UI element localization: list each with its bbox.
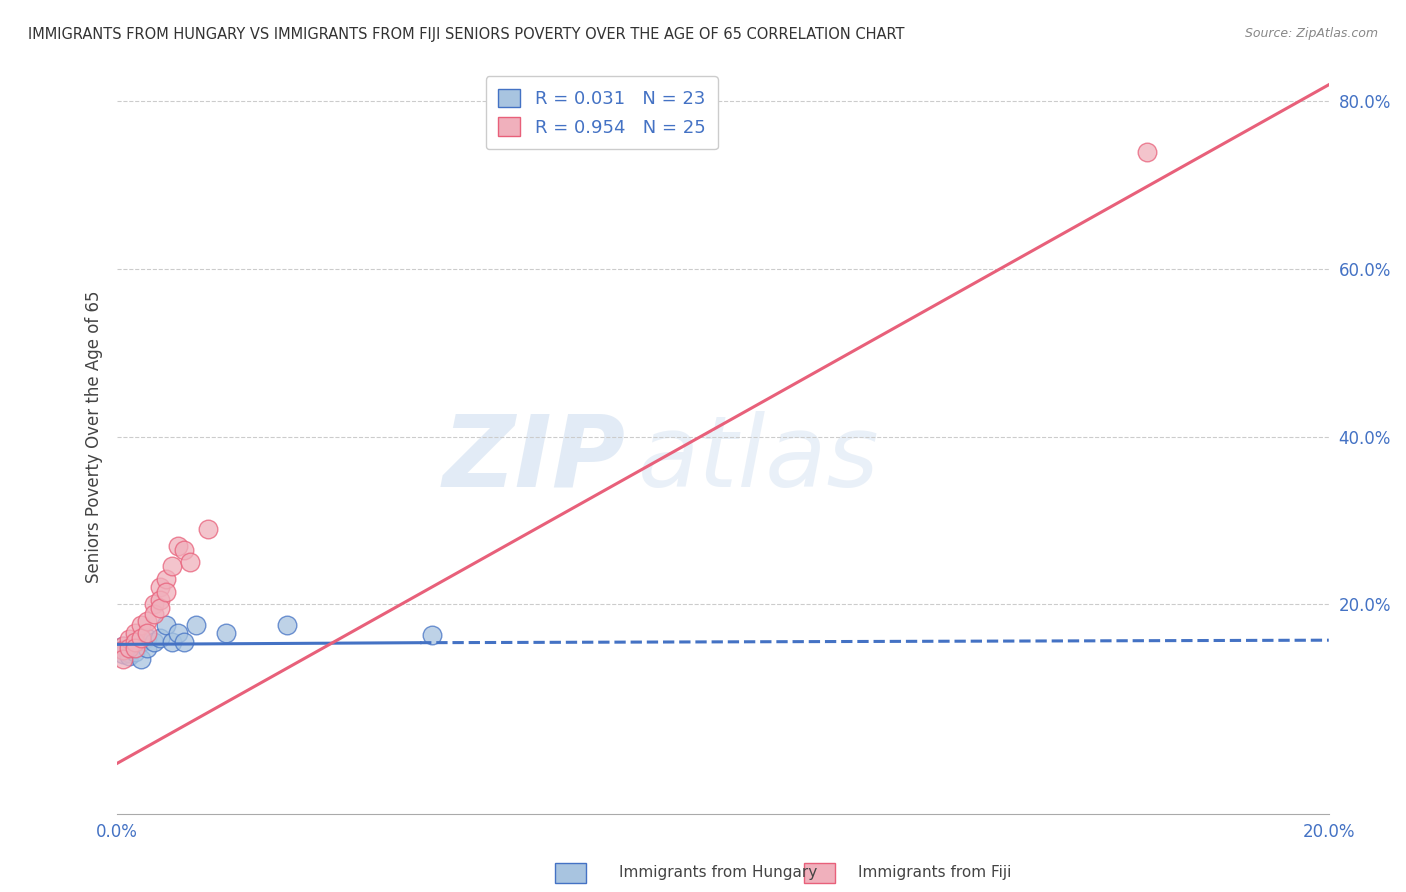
Legend: R = 0.031   N = 23, R = 0.954   N = 25: R = 0.031 N = 23, R = 0.954 N = 25 [485, 76, 718, 149]
Text: atlas: atlas [638, 410, 880, 508]
Point [197, 522, 219, 536]
Point [420, 628, 443, 642]
Point [173, 542, 195, 557]
Point [124, 626, 146, 640]
Point [131, 631, 153, 645]
Point [118, 640, 141, 655]
Point [184, 618, 207, 632]
Point [142, 635, 165, 649]
Text: Source: ZipAtlas.com: Source: ZipAtlas.com [1244, 27, 1378, 40]
Point [155, 572, 177, 586]
Point [136, 631, 159, 645]
Point [112, 643, 135, 657]
Text: IMMIGRANTS FROM HUNGARY VS IMMIGRANTS FROM FIJI SENIORS POVERTY OVER THE AGE OF : IMMIGRANTS FROM HUNGARY VS IMMIGRANTS FR… [28, 27, 904, 42]
Point [112, 639, 135, 653]
Point [149, 601, 172, 615]
Point [276, 618, 298, 632]
Point [160, 559, 183, 574]
Point [124, 640, 146, 655]
Point [142, 597, 165, 611]
Text: Immigrants from Hungary: Immigrants from Hungary [619, 865, 817, 880]
Point [112, 648, 135, 662]
Point [118, 632, 141, 647]
Point [112, 651, 135, 665]
Point [155, 618, 177, 632]
Point [215, 626, 238, 640]
Point [142, 607, 165, 622]
Point [112, 639, 135, 653]
Point [179, 555, 201, 569]
Point [173, 635, 195, 649]
Point [149, 631, 172, 645]
Point [124, 637, 146, 651]
Point [136, 626, 159, 640]
Point [136, 640, 159, 655]
Y-axis label: Seniors Poverty Over the Age of 65: Seniors Poverty Over the Age of 65 [86, 291, 103, 582]
Point [124, 640, 146, 655]
Point [118, 646, 141, 660]
Point [166, 539, 188, 553]
Point [118, 640, 141, 655]
Point [149, 593, 172, 607]
Point [124, 645, 146, 659]
Point [118, 649, 141, 664]
Point [131, 618, 153, 632]
Text: ZIP: ZIP [443, 410, 626, 508]
Point [155, 584, 177, 599]
Text: Immigrants from Fiji: Immigrants from Fiji [858, 865, 1011, 880]
Point [112, 643, 135, 657]
Point [131, 651, 153, 665]
Point [131, 635, 153, 649]
Point [1136, 145, 1159, 159]
Point [124, 635, 146, 649]
Point [149, 581, 172, 595]
Point [160, 635, 183, 649]
Point [166, 626, 188, 640]
Point [136, 614, 159, 628]
